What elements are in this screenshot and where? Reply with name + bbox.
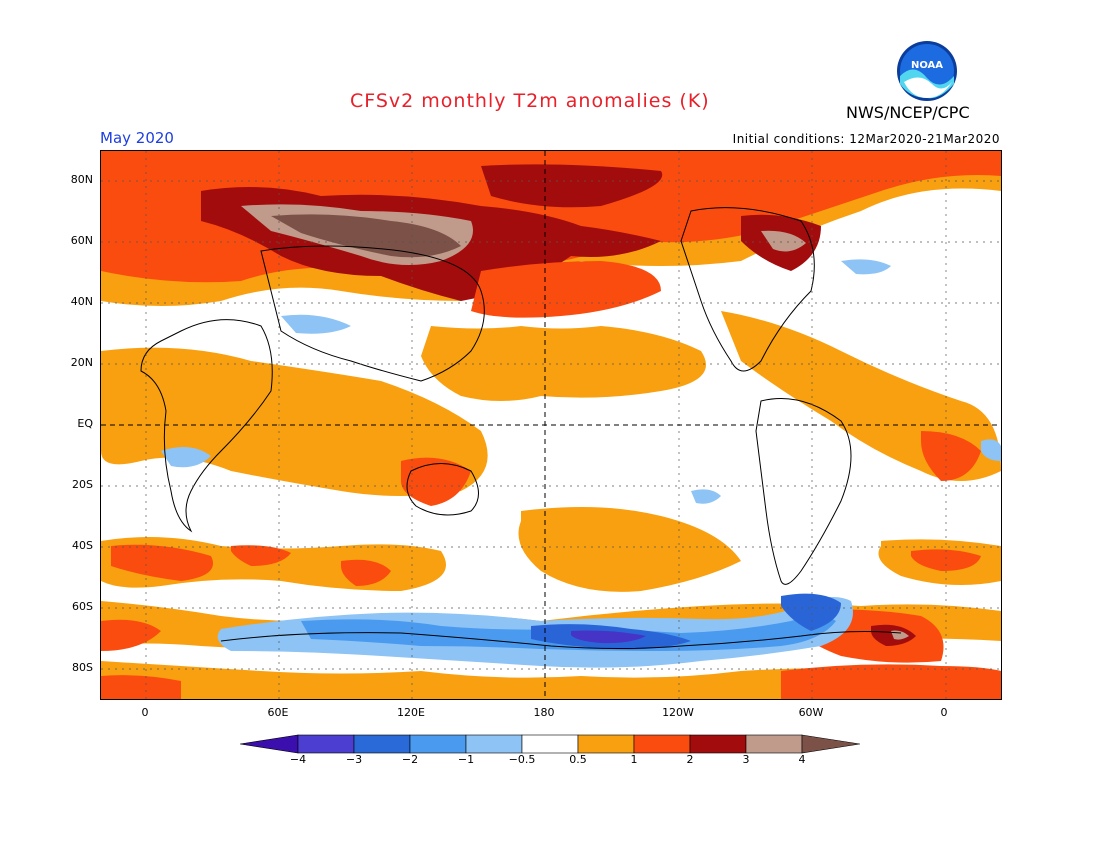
colorbar [239,734,861,754]
colorbar-segment [577,734,635,754]
lon-label-0-east: 0 [940,706,948,719]
colorbar-segment [633,734,691,754]
colorbar-segment [409,734,467,754]
lat-label-60s: 60S [72,600,93,613]
noaa-logo: NOAA [896,40,958,102]
initial-conditions-label: Initial conditions: 12Mar2020-21Mar2020 [732,132,1000,146]
lon-label-120w: 120W [662,706,694,719]
colorbar-segment [465,734,523,754]
lat-label-40s: 40S [72,539,93,552]
lat-label-60n: 60N [70,234,93,247]
colorbar-tick-label: −4 [289,753,307,766]
anomaly-map-svg [101,151,1001,699]
colorbar-tick-label: 0.5 [569,753,587,766]
colorbar-tick-label: −3 [345,753,363,766]
lat-label-80n: 80N [70,173,93,186]
colorbar-tick-label: 2 [686,753,694,766]
colorbar-segment [689,734,747,754]
lat-label-20n: 20N [70,356,93,369]
noaa-logo-text: NOAA [911,60,943,71]
anomaly-map [100,150,1002,700]
colorbar-tick-label: −2 [401,753,419,766]
colorbar-tick-label: −0.5 [508,753,536,766]
lon-label-60e: 60E [267,706,289,719]
colorbar-tick-label: 4 [798,753,806,766]
colorbar-segment [353,734,411,754]
colorbar-segment [745,734,803,754]
lon-label-0: 0 [141,706,149,719]
chart-title: CFSv2 monthly T2m anomalies (K) [350,90,710,112]
colorbar-tick-label: 1 [630,753,638,766]
lon-label-60w: 60W [798,706,824,719]
colorbar-svg [239,734,861,754]
lat-label-80s: 80S [72,661,93,674]
forecast-month-label: May 2020 [100,129,174,147]
colorbar-segment [297,734,355,754]
colorbar-segment [521,734,579,754]
lon-label-120e: 120E [397,706,425,719]
lat-label-40n: 40N [70,295,93,308]
lon-label-180: 180 [533,706,555,719]
colorbar-arrow-right [801,734,861,754]
lat-label-20s: 20S [72,478,93,491]
colorbar-tick-label: 3 [742,753,750,766]
colorbar-tick-label: −1 [457,753,475,766]
lat-label-eq: EQ [77,417,93,430]
colorbar-arrow-left [239,734,299,754]
agency-label: NWS/NCEP/CPC [846,103,970,122]
